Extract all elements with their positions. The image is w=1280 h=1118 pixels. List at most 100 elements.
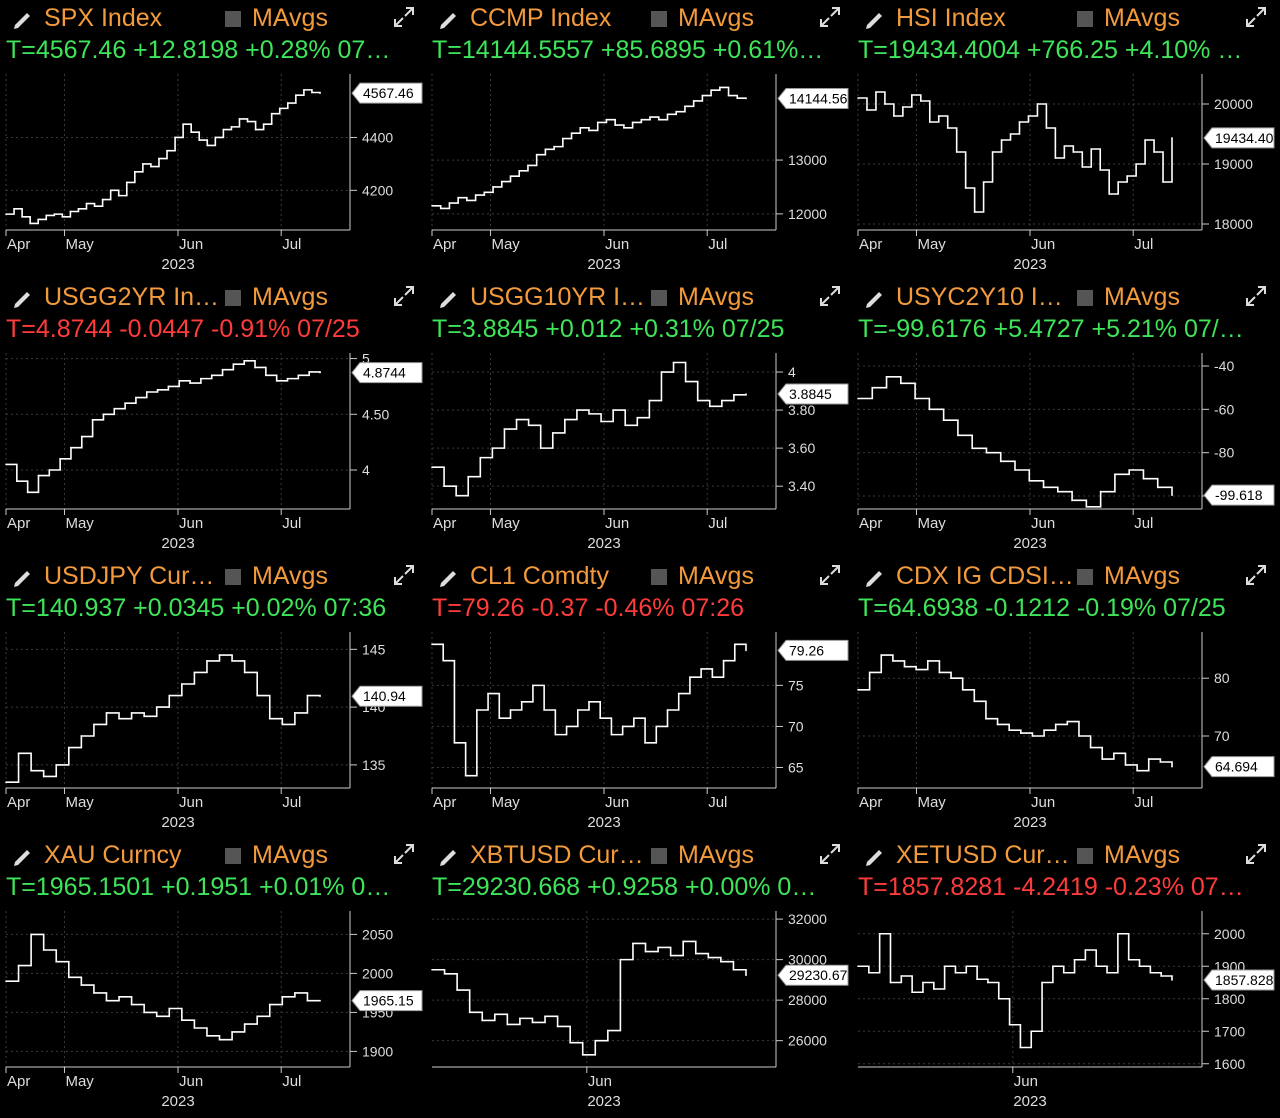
data-point xyxy=(954,971,957,974)
mavgs-label[interactable]: MAvgs xyxy=(252,4,328,32)
data-point xyxy=(1008,729,1010,732)
mavgs-label[interactable]: MAvgs xyxy=(678,4,754,32)
y-tick-label: 4400 xyxy=(362,129,393,145)
checkbox-icon[interactable] xyxy=(1077,290,1093,306)
data-point xyxy=(946,127,949,129)
mavgs-label[interactable]: MAvgs xyxy=(1104,4,1180,32)
checkbox-icon[interactable] xyxy=(651,848,667,864)
expand-icon[interactable] xyxy=(819,843,841,865)
y-tick-label: 18000 xyxy=(1214,216,1253,232)
pencil-icon[interactable] xyxy=(436,6,462,32)
pencil-icon[interactable] xyxy=(10,6,36,32)
data-point xyxy=(286,102,289,104)
ticker-label[interactable]: CCMP Index xyxy=(470,4,612,32)
data-point xyxy=(130,1003,133,1006)
mavgs-label[interactable]: MAvgs xyxy=(1104,841,1180,869)
checkbox-icon[interactable] xyxy=(651,569,667,585)
checkbox-icon[interactable] xyxy=(651,290,667,306)
expand-icon[interactable] xyxy=(1245,843,1267,865)
x-tick-label: Jun xyxy=(179,1073,203,1090)
expand-icon[interactable] xyxy=(1245,6,1267,28)
expand-icon[interactable] xyxy=(393,285,415,307)
mavgs-label[interactable]: MAvgs xyxy=(252,841,328,869)
data-point xyxy=(920,100,922,102)
data-point xyxy=(30,769,32,772)
mavgs-label[interactable]: MAvgs xyxy=(252,283,328,311)
data-point xyxy=(464,774,467,777)
ticker-label[interactable]: USYC2Y10 I… xyxy=(896,283,1063,311)
pencil-icon[interactable] xyxy=(436,843,462,869)
data-point xyxy=(721,399,723,402)
x-tick-label: May xyxy=(65,794,94,811)
ticker-label[interactable]: XAU Curncy xyxy=(44,841,182,869)
expand-icon[interactable] xyxy=(819,564,841,586)
panel-header: USGG10YR I… MAvgs xyxy=(426,279,849,317)
ticker-label[interactable]: HSI Index xyxy=(896,4,1006,32)
data-point xyxy=(189,382,191,384)
data-point xyxy=(551,432,554,434)
mavgs-label[interactable]: MAvgs xyxy=(678,562,754,590)
pencil-icon[interactable] xyxy=(10,285,36,311)
x-tick-label: May xyxy=(917,515,946,532)
y-tick-label: 32000 xyxy=(788,911,827,927)
x-tick-label: Jun xyxy=(605,515,629,532)
pencil-icon[interactable] xyxy=(10,843,36,869)
checkbox-icon[interactable] xyxy=(651,11,667,27)
data-point xyxy=(206,1035,208,1037)
data-point xyxy=(306,694,309,697)
data-point xyxy=(1020,732,1022,734)
data-point xyxy=(1126,175,1128,177)
expand-icon[interactable] xyxy=(819,6,841,28)
expand-icon[interactable] xyxy=(393,843,415,865)
ticker-label[interactable]: CDX IG CDSI… xyxy=(896,562,1074,590)
checkbox-icon[interactable] xyxy=(1077,848,1093,864)
data-point xyxy=(509,709,512,711)
checkbox-icon[interactable] xyxy=(225,848,241,864)
expand-icon[interactable] xyxy=(393,564,415,586)
ticker-label[interactable]: SPX Index xyxy=(44,4,163,32)
chart-panel: USYC2Y10 I… MAvgs T=-99.6176 +5.4727 +5.21… xyxy=(852,279,1275,554)
mavgs-label[interactable]: MAvgs xyxy=(1104,283,1180,311)
last-price-label: 29230.67 xyxy=(777,964,849,986)
pencil-icon[interactable] xyxy=(436,285,462,311)
checkbox-icon[interactable] xyxy=(225,569,241,585)
checkbox-icon[interactable] xyxy=(225,290,241,306)
ticker-label[interactable]: USGG10YR I… xyxy=(470,283,646,311)
ticker-label[interactable]: CL1 Comdty xyxy=(470,562,609,590)
pencil-icon[interactable] xyxy=(862,285,888,311)
mavgs-label[interactable]: MAvgs xyxy=(1104,562,1180,590)
data-point xyxy=(880,654,883,656)
pencil-icon[interactable] xyxy=(862,843,888,869)
ticker-label[interactable]: USDJPY Cur… xyxy=(44,562,215,590)
ticker-label[interactable]: USGG2YR In… xyxy=(44,283,220,311)
expand-icon[interactable] xyxy=(393,6,415,28)
data-point xyxy=(91,419,94,421)
x-tick-label: Apr xyxy=(859,515,882,532)
ticker-label[interactable]: XETUSD Cur… xyxy=(896,841,1070,869)
quote-line: T=19434.4004 +766.25 +4.10% … xyxy=(858,36,1243,64)
checkbox-icon[interactable] xyxy=(225,11,241,27)
data-point xyxy=(745,97,747,100)
data-point xyxy=(915,668,917,671)
checkbox-icon[interactable] xyxy=(1077,11,1093,27)
pencil-icon[interactable] xyxy=(436,564,462,590)
expand-icon[interactable] xyxy=(819,285,841,307)
expand-icon[interactable] xyxy=(1245,564,1267,586)
data-point xyxy=(1171,494,1173,496)
data-point xyxy=(902,106,904,108)
data-point xyxy=(554,733,557,736)
mavgs-label[interactable]: MAvgs xyxy=(678,841,754,869)
data-point xyxy=(605,118,608,121)
data-point xyxy=(53,213,56,215)
ticker-label[interactable]: XBTUSD Cur… xyxy=(470,841,644,869)
mavgs-label[interactable]: MAvgs xyxy=(252,562,328,590)
checkbox-icon[interactable] xyxy=(1077,569,1093,585)
expand-icon[interactable] xyxy=(1245,285,1267,307)
mavgs-label[interactable]: MAvgs xyxy=(678,283,754,311)
pencil-icon[interactable] xyxy=(862,564,888,590)
y-tick-label: 65 xyxy=(788,759,804,775)
pencil-icon[interactable] xyxy=(10,564,36,590)
last-price-label: 1965.15 xyxy=(351,990,423,1012)
pencil-icon[interactable] xyxy=(862,6,888,32)
data-point xyxy=(135,396,137,399)
